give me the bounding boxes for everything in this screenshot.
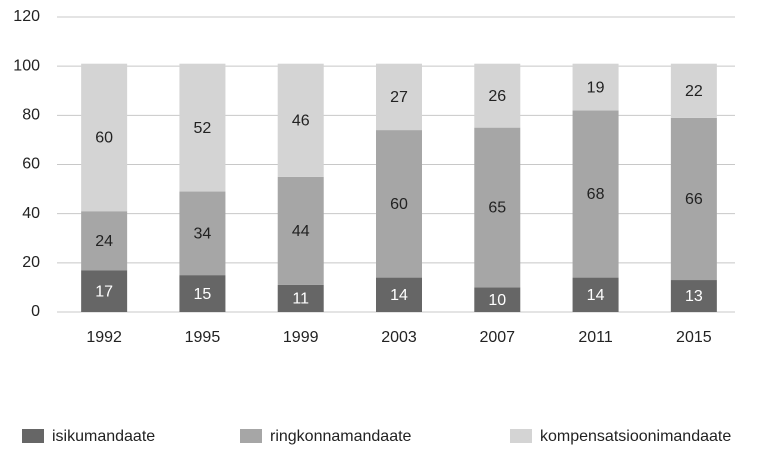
data-label: 34 [194, 226, 212, 243]
bar-segment [376, 63, 422, 131]
x-tick-label: 2007 [479, 329, 515, 346]
bar-segment [179, 191, 226, 276]
x-tick-label: 1999 [283, 329, 319, 346]
bar-segment [277, 63, 324, 177]
bar-segment [572, 277, 619, 312]
y-tick-label: 20 [22, 254, 40, 271]
y-tick-label: 0 [31, 303, 40, 320]
y-tick-label: 80 [22, 107, 40, 124]
data-label: 14 [390, 287, 408, 304]
x-tick-label: 2015 [676, 329, 712, 346]
data-label: 14 [587, 287, 605, 304]
bar-segment [277, 176, 324, 285]
y-tick-label: 40 [22, 205, 40, 222]
bar-segment [179, 275, 226, 312]
data-label: 68 [587, 186, 605, 203]
data-label: 66 [685, 191, 703, 208]
y-tick-label: 120 [13, 8, 40, 25]
legend-label: ringkonnamandaate [270, 428, 412, 445]
data-label: 52 [194, 120, 212, 137]
data-label: 46 [292, 112, 310, 129]
legend-swatch [510, 429, 532, 443]
legend-label: kompensatsioonimandaate [540, 428, 731, 445]
data-label: 17 [95, 283, 113, 300]
data-label: 60 [390, 196, 408, 213]
x-tick-label: 2011 [578, 329, 613, 346]
x-tick-label: 1995 [185, 329, 221, 346]
y-tick-label: 100 [13, 57, 40, 74]
legend-swatch [22, 429, 44, 443]
legend-swatch [240, 429, 262, 443]
x-tick-label: 2003 [381, 329, 417, 346]
bar-segment [81, 211, 128, 271]
bar-segment [572, 63, 619, 111]
bar-segment [572, 110, 619, 278]
x-tick-label: 1992 [86, 329, 122, 346]
data-label: 15 [194, 286, 212, 303]
y-tick-label: 60 [22, 156, 40, 173]
bar-segment [81, 63, 128, 212]
bar-segment [81, 270, 128, 312]
bar-segment [179, 63, 226, 192]
bar-segment [670, 117, 717, 281]
bar-segment [670, 280, 717, 312]
data-label: 22 [685, 83, 703, 100]
bar-segment [474, 287, 521, 312]
data-label: 65 [488, 200, 506, 217]
data-label: 10 [488, 292, 506, 309]
legend-label: isikumandaate [52, 428, 155, 445]
data-label: 24 [95, 233, 113, 250]
bar-segment [474, 127, 521, 288]
data-label: 26 [488, 88, 506, 105]
bar-segment [474, 63, 521, 128]
bar-segment [376, 277, 422, 312]
data-label: 11 [292, 291, 309, 308]
data-label: 27 [390, 89, 408, 106]
data-label: 13 [685, 288, 703, 305]
data-label: 44 [292, 223, 310, 240]
bar-segment [670, 63, 717, 118]
bar-segment [277, 284, 324, 312]
bar-segment [376, 130, 422, 278]
data-label: 19 [587, 79, 605, 96]
data-label: 60 [95, 130, 113, 147]
